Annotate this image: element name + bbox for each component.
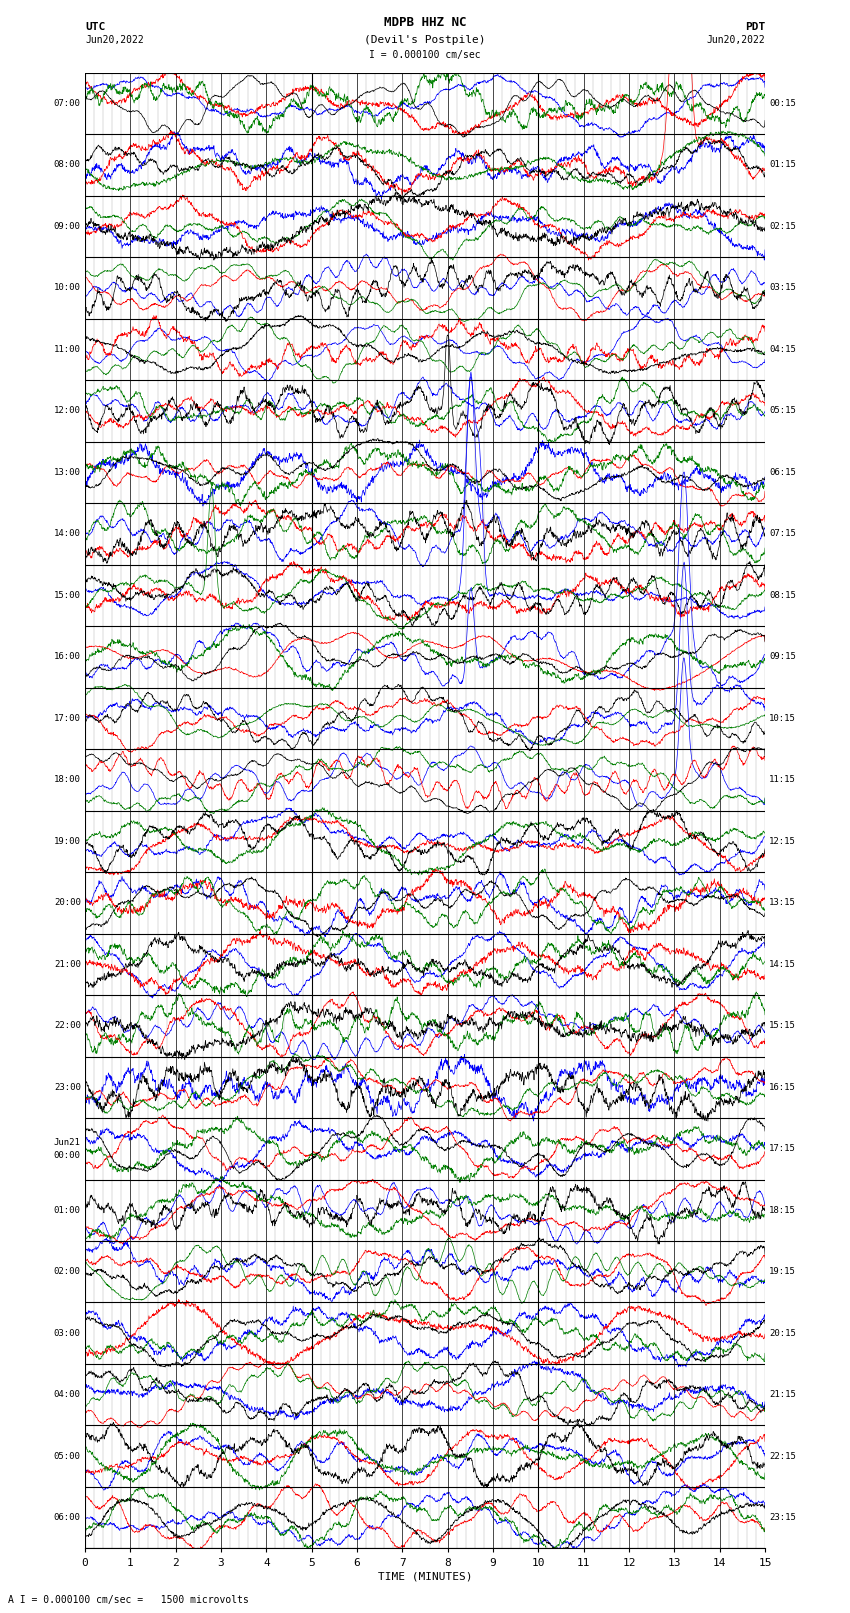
Text: 02:15: 02:15 <box>769 223 796 231</box>
Text: 12:15: 12:15 <box>769 837 796 845</box>
Text: 09:00: 09:00 <box>54 223 81 231</box>
Text: 16:15: 16:15 <box>769 1082 796 1092</box>
X-axis label: TIME (MINUTES): TIME (MINUTES) <box>377 1571 473 1582</box>
Text: 07:00: 07:00 <box>54 98 81 108</box>
Text: I = 0.000100 cm/sec: I = 0.000100 cm/sec <box>369 50 481 60</box>
Text: 20:00: 20:00 <box>54 898 81 907</box>
Text: 19:00: 19:00 <box>54 837 81 845</box>
Text: Jun21: Jun21 <box>54 1137 81 1147</box>
Text: 14:15: 14:15 <box>769 960 796 969</box>
Text: 19:15: 19:15 <box>769 1268 796 1276</box>
Text: 13:00: 13:00 <box>54 468 81 477</box>
Text: Jun20,2022: Jun20,2022 <box>706 35 765 45</box>
Text: 23:00: 23:00 <box>54 1082 81 1092</box>
Text: 17:00: 17:00 <box>54 715 81 723</box>
Text: 10:00: 10:00 <box>54 284 81 292</box>
Text: 22:15: 22:15 <box>769 1452 796 1461</box>
Text: PDT: PDT <box>745 23 765 32</box>
Text: 17:15: 17:15 <box>769 1144 796 1153</box>
Text: 03:00: 03:00 <box>54 1329 81 1337</box>
Text: 18:15: 18:15 <box>769 1207 796 1215</box>
Text: (Devil's Postpile): (Devil's Postpile) <box>365 35 485 45</box>
Text: 12:00: 12:00 <box>54 406 81 415</box>
Text: 20:15: 20:15 <box>769 1329 796 1337</box>
Text: 00:00: 00:00 <box>54 1150 81 1160</box>
Text: 16:00: 16:00 <box>54 652 81 661</box>
Text: 05:15: 05:15 <box>769 406 796 415</box>
Text: A I = 0.000100 cm/sec =   1500 microvolts: A I = 0.000100 cm/sec = 1500 microvolts <box>8 1595 249 1605</box>
Text: 06:00: 06:00 <box>54 1513 81 1523</box>
Text: 04:15: 04:15 <box>769 345 796 353</box>
Text: 10:15: 10:15 <box>769 715 796 723</box>
Text: 01:00: 01:00 <box>54 1207 81 1215</box>
Text: 18:00: 18:00 <box>54 776 81 784</box>
Text: 11:00: 11:00 <box>54 345 81 353</box>
Text: 00:15: 00:15 <box>769 98 796 108</box>
Text: 15:00: 15:00 <box>54 590 81 600</box>
Text: 05:00: 05:00 <box>54 1452 81 1461</box>
Text: 09:15: 09:15 <box>769 652 796 661</box>
Text: 14:00: 14:00 <box>54 529 81 539</box>
Text: 03:15: 03:15 <box>769 284 796 292</box>
Text: 21:00: 21:00 <box>54 960 81 969</box>
Text: Jun20,2022: Jun20,2022 <box>85 35 144 45</box>
Text: MDPB HHZ NC: MDPB HHZ NC <box>383 16 467 29</box>
Text: 21:15: 21:15 <box>769 1390 796 1398</box>
Text: 13:15: 13:15 <box>769 898 796 907</box>
Text: 22:00: 22:00 <box>54 1021 81 1031</box>
Text: 08:00: 08:00 <box>54 160 81 169</box>
Text: 07:15: 07:15 <box>769 529 796 539</box>
Text: 11:15: 11:15 <box>769 776 796 784</box>
Text: 01:15: 01:15 <box>769 160 796 169</box>
Text: 08:15: 08:15 <box>769 590 796 600</box>
Text: 04:00: 04:00 <box>54 1390 81 1398</box>
Text: 23:15: 23:15 <box>769 1513 796 1523</box>
Text: 15:15: 15:15 <box>769 1021 796 1031</box>
Text: UTC: UTC <box>85 23 105 32</box>
Text: 06:15: 06:15 <box>769 468 796 477</box>
Text: 02:00: 02:00 <box>54 1268 81 1276</box>
